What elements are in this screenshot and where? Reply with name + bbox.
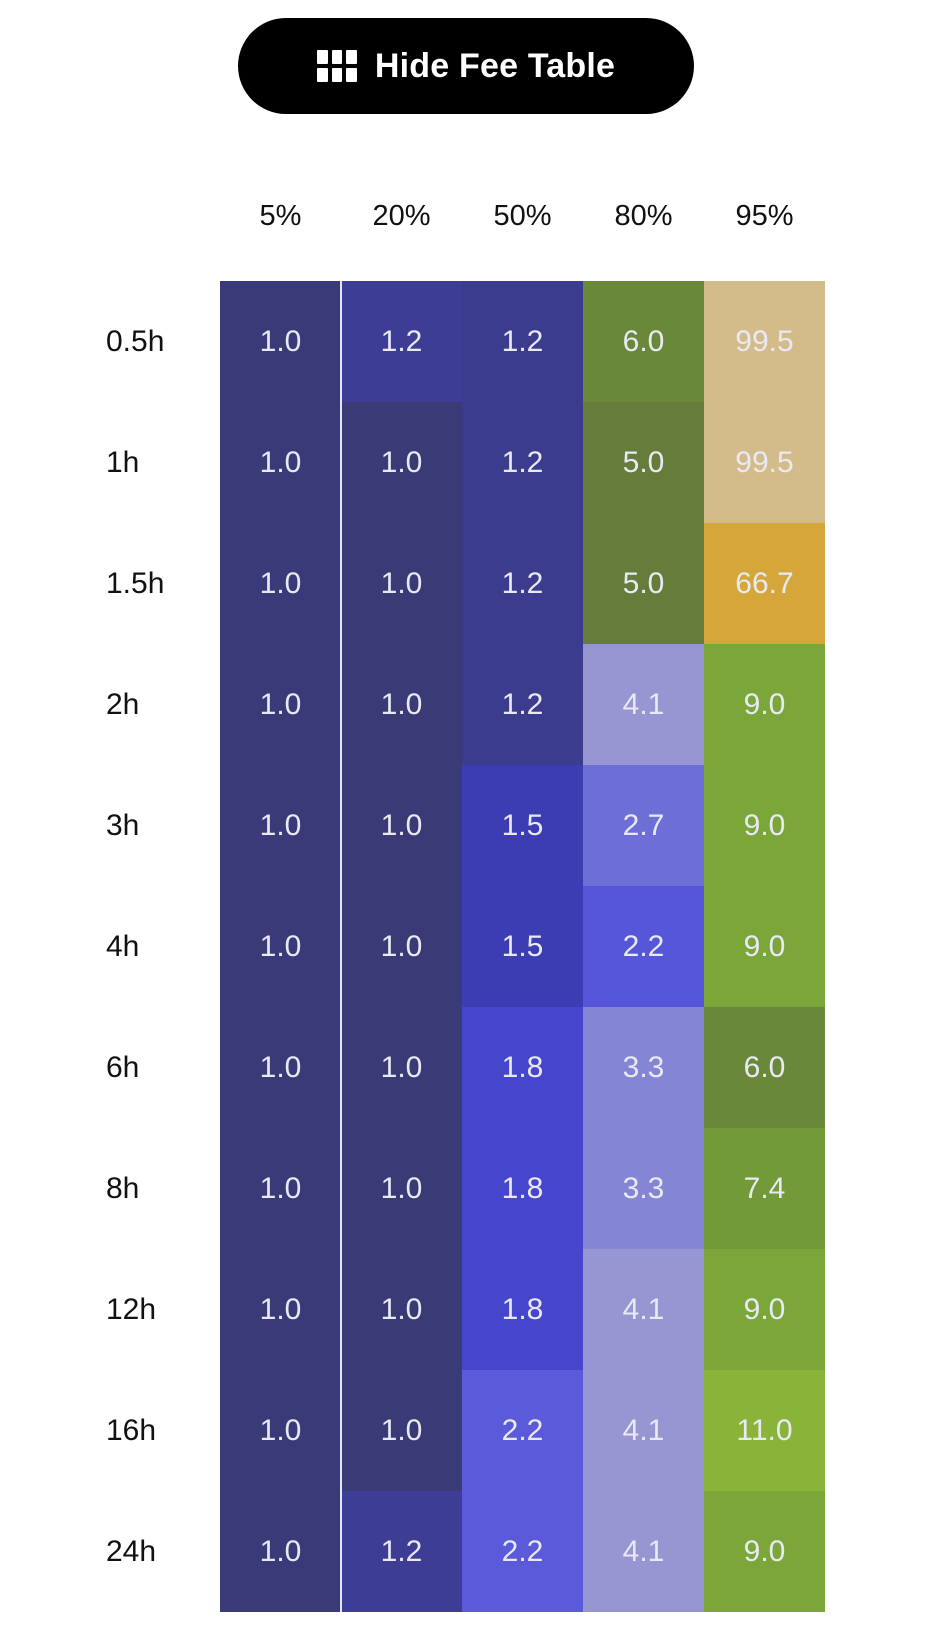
fee-cell: 4.1	[583, 1249, 704, 1370]
fee-cell: 9.0	[704, 644, 825, 765]
fee-cell: 1.2	[462, 402, 583, 523]
fee-cell: 66.7	[704, 523, 825, 644]
row-header: 4h	[106, 930, 140, 963]
fee-cell: 99.5	[704, 281, 825, 402]
fee-cell: 1.0	[220, 523, 341, 644]
fee-cell: 2.2	[462, 1370, 583, 1491]
fee-cell: 2.7	[583, 765, 704, 886]
row-header: 8h	[106, 1172, 140, 1205]
fee-cell: 1.0	[220, 1370, 341, 1491]
row-header: 1.5h	[106, 567, 165, 600]
fee-cell: 4.1	[583, 644, 704, 765]
fee-cell: 1.0	[220, 1249, 341, 1370]
fee-cell: 2.2	[462, 1491, 583, 1612]
fee-cell: 1.2	[341, 1491, 462, 1612]
fee-cell: 1.0	[341, 1128, 462, 1249]
row-header: 24h	[106, 1535, 157, 1568]
fee-cell: 9.0	[704, 1491, 825, 1612]
fee-cell: 1.0	[220, 1128, 341, 1249]
fee-cell: 1.2	[341, 281, 462, 402]
fee-cell: 5.0	[583, 523, 704, 644]
fee-cell: 4.1	[583, 1370, 704, 1491]
fee-cell: 1.8	[462, 1128, 583, 1249]
fee-cell: 1.0	[341, 644, 462, 765]
row-header: 12h	[106, 1293, 157, 1326]
row-header: 6h	[106, 1051, 140, 1084]
fee-cell: 1.0	[341, 1370, 462, 1491]
fee-cell: 1.0	[220, 1491, 341, 1612]
fee-cell: 1.0	[220, 886, 341, 1007]
row-header: 0.5h	[106, 325, 165, 358]
grid-icon	[316, 50, 357, 82]
fee-cell: 1.0	[341, 1249, 462, 1370]
column-header: 5%	[259, 200, 302, 232]
fee-cell: 5.0	[583, 402, 704, 523]
fee-cell: 6.0	[583, 281, 704, 402]
column-divider	[340, 281, 342, 1612]
fee-cell: 1.0	[220, 402, 341, 523]
fee-cell: 1.0	[341, 886, 462, 1007]
fee-cell: 9.0	[704, 886, 825, 1007]
fee-table-grid: 1.0 1.2 1.2 6.0 99.5 1.0 1.0 1.2 5.0 99.5 1.0 1.0 1.…	[220, 281, 825, 1612]
fee-cell: 4.1	[583, 1491, 704, 1612]
row-header: 2h	[106, 688, 140, 721]
fee-cell: 1.0	[341, 523, 462, 644]
row-header: 3h	[106, 809, 140, 842]
fee-cell: 7.4	[704, 1128, 825, 1249]
fee-cell: 1.0	[220, 765, 341, 886]
fee-cell: 1.0	[220, 644, 341, 765]
fee-cell: 9.0	[704, 1249, 825, 1370]
row-header: 1h	[106, 446, 140, 479]
fee-cell: 1.2	[462, 281, 583, 402]
fee-cell: 1.0	[220, 281, 341, 402]
column-header: 20%	[372, 200, 431, 232]
fee-cell: 1.0	[341, 1007, 462, 1128]
fee-cell: 3.3	[583, 1007, 704, 1128]
fee-cell: 1.0	[220, 1007, 341, 1128]
fee-cell: 1.0	[341, 765, 462, 886]
fee-cell: 1.5	[462, 765, 583, 886]
fee-cell: 1.8	[462, 1249, 583, 1370]
fee-cell: 9.0	[704, 765, 825, 886]
column-header: 80%	[614, 200, 673, 232]
fee-cell: 1.0	[341, 402, 462, 523]
fee-cell: 1.2	[462, 523, 583, 644]
column-header: 50%	[493, 200, 552, 232]
fee-cell: 2.2	[583, 886, 704, 1007]
hide-fee-table-label: Hide Fee Table	[374, 46, 616, 85]
fee-cell: 1.5	[462, 886, 583, 1007]
fee-cell: 3.3	[583, 1128, 704, 1249]
hide-fee-table-button[interactable]: Hide Fee Table	[238, 18, 694, 114]
fee-cell: 1.8	[462, 1007, 583, 1128]
column-header: 95%	[735, 200, 794, 232]
fee-cell: 6.0	[704, 1007, 825, 1128]
fee-cell: 1.2	[462, 644, 583, 765]
fee-cell: 11.0	[704, 1370, 825, 1491]
row-header: 16h	[106, 1414, 157, 1447]
fee-cell: 99.5	[704, 402, 825, 523]
